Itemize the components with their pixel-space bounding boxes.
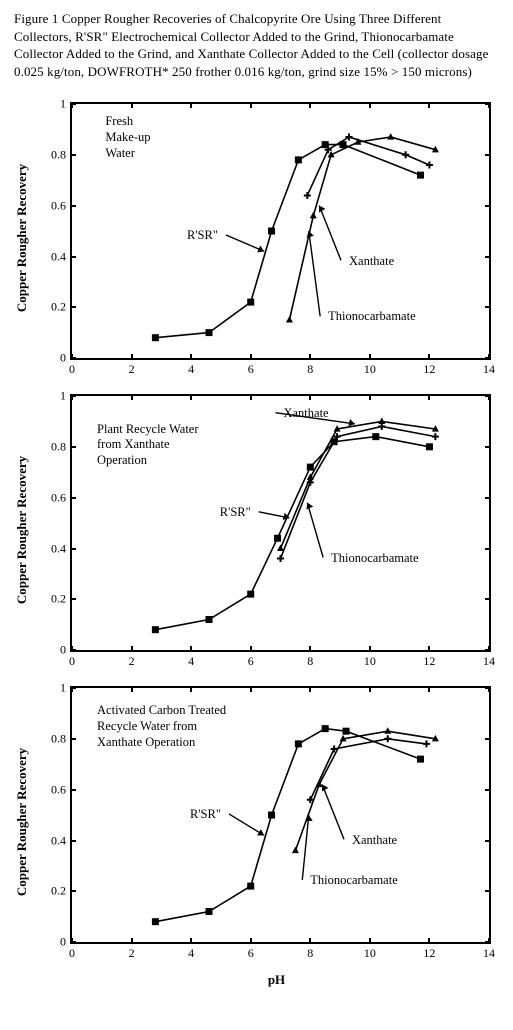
xtick-label: 4 [188, 654, 194, 669]
series-annotation: Xanthate [283, 406, 328, 422]
xtick-label: 0 [69, 654, 75, 669]
series-line-Xanthate [281, 422, 436, 549]
series-annotation: R'SR" [220, 505, 251, 521]
xtick-label: 14 [483, 946, 495, 961]
plot-area: 00.20.40.60.8102468101214Plant Recycle W… [70, 394, 491, 652]
xtick-label: 6 [248, 362, 254, 377]
xtick-label: 12 [423, 654, 435, 669]
ytick-label: 0.2 [36, 884, 66, 899]
ytick-label: 0.4 [36, 249, 66, 264]
xtick-label: 10 [364, 654, 376, 669]
ytick-label: 0.4 [36, 833, 66, 848]
series-annotation: R'SR" [190, 807, 221, 823]
series-annotation: Xanthate [349, 254, 394, 270]
xtick-label: 6 [248, 946, 254, 961]
series-line-R'SR [155, 729, 420, 922]
chart-panel-fresh: Copper Rougher Recovery00.20.40.60.81024… [30, 90, 497, 386]
xtick-label: 10 [364, 362, 376, 377]
plot-area: 00.20.40.60.8102468101214Activated Carbo… [70, 686, 491, 944]
xtick-label: 6 [248, 654, 254, 669]
y-axis-label: Copper Rougher Recovery [14, 164, 30, 312]
series-annotation: Xanthate [352, 833, 397, 849]
series-annotation: Thionocarbamate [331, 551, 418, 567]
xtick-label: 4 [188, 362, 194, 377]
chart-panel-activated: Copper Rougher Recovery00.20.40.60.81024… [30, 674, 497, 970]
ytick-label: 0.6 [36, 782, 66, 797]
xtick-label: 8 [307, 362, 313, 377]
ytick-label: 1 [36, 97, 66, 112]
figure-caption: Figure 1 Copper Rougher Recoveries of Ch… [14, 10, 499, 80]
ytick-label: 0 [36, 351, 66, 366]
series-line-R'SR [155, 437, 429, 630]
xtick-label: 8 [307, 654, 313, 669]
ytick-label: 1 [36, 681, 66, 696]
ytick-label: 0.6 [36, 198, 66, 213]
y-axis-label: Copper Rougher Recovery [14, 748, 30, 896]
ytick-label: 0.2 [36, 592, 66, 607]
xtick-label: 2 [129, 654, 135, 669]
y-axis-label: Copper Rougher Recovery [14, 456, 30, 604]
xtick-label: 10 [364, 946, 376, 961]
series-annotation: R'SR" [187, 228, 218, 244]
chart-panel-recycle: Copper Rougher Recovery00.20.40.60.81024… [30, 382, 497, 678]
series-line-Xanthate [289, 137, 435, 320]
xtick-label: 4 [188, 946, 194, 961]
ytick-label: 0.8 [36, 439, 66, 454]
series-annotation: Thionocarbamate [310, 873, 397, 889]
xtick-label: 0 [69, 362, 75, 377]
xtick-label: 2 [129, 946, 135, 961]
x-axis-label: pH [52, 972, 501, 988]
ytick-label: 0.8 [36, 147, 66, 162]
plot-svg [72, 104, 489, 358]
xtick-label: 12 [423, 362, 435, 377]
xtick-label: 2 [129, 362, 135, 377]
ytick-label: 0 [36, 643, 66, 658]
ytick-label: 1 [36, 389, 66, 404]
ytick-label: 0.4 [36, 541, 66, 556]
plot-area: 00.20.40.60.8102468101214Fresh Make‑up W… [70, 102, 491, 360]
plot-svg [72, 688, 489, 942]
xtick-label: 12 [423, 946, 435, 961]
ytick-label: 0 [36, 935, 66, 950]
series-annotation: Thionocarbamate [328, 309, 415, 325]
ytick-label: 0.6 [36, 490, 66, 505]
xtick-label: 14 [483, 654, 495, 669]
ytick-label: 0.8 [36, 731, 66, 746]
xtick-label: 8 [307, 946, 313, 961]
plot-svg [72, 396, 489, 650]
xtick-label: 0 [69, 946, 75, 961]
xtick-label: 14 [483, 362, 495, 377]
ytick-label: 0.2 [36, 300, 66, 315]
